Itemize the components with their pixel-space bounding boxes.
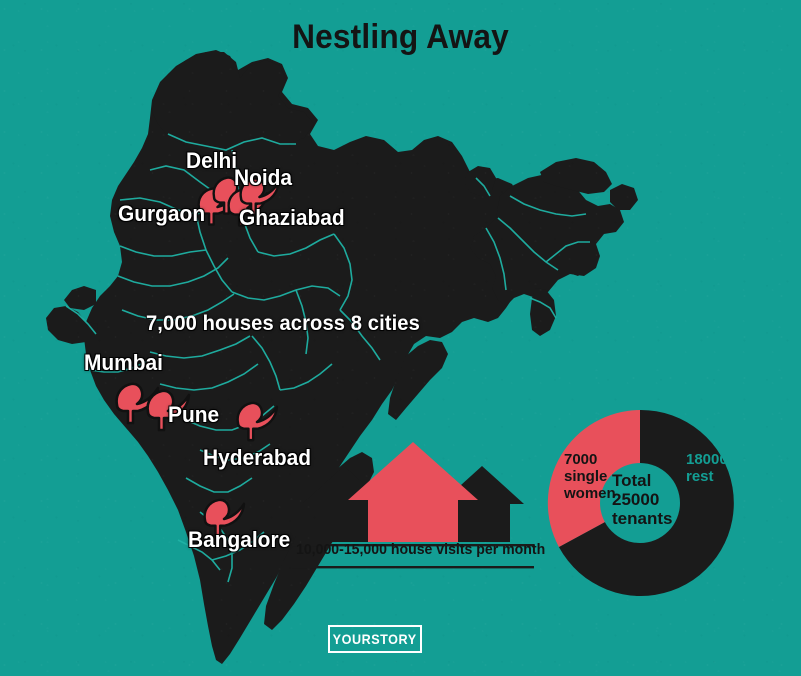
city-label-ghaziabad: Ghaziabad — [239, 205, 345, 230]
state-boundaries — [65, 133, 590, 583]
houses-across-cities-stat: 7,000 houses across 8 cities — [146, 312, 420, 335]
house-visits-caption: 10,000-15,000 house visits per month — [296, 541, 546, 558]
donut-label-rest: 18000 rest — [686, 451, 728, 485]
logo-text: YOURSTORY — [333, 631, 417, 647]
yourstory-logo: YOURSTORY — [328, 625, 422, 653]
page-title: Nestling Away — [292, 18, 509, 56]
city-label-hyderabad: Hyderabad — [203, 445, 312, 470]
house-icon-center — [348, 442, 478, 542]
city-label-noida: Noida — [234, 165, 293, 190]
city-label-bangalore: Bangalore — [188, 527, 291, 552]
city-label-pune: Pune — [168, 402, 220, 427]
donut-center-hole — [600, 463, 680, 543]
city-label-mumbai: Mumbai — [84, 350, 163, 375]
city-label-delhi: Delhi — [186, 148, 238, 173]
bird-icon-hyderabad — [236, 401, 279, 442]
donut-center-label: Total 25000 tenants — [612, 471, 673, 529]
tenants-donut-chart — [547, 409, 734, 596]
city-label-gurgaon: Gurgaon — [118, 201, 206, 226]
rule-top — [292, 544, 534, 547]
rule-bottom — [292, 566, 534, 569]
donut-label-single-women: 7000 single women — [564, 451, 616, 502]
house-visits-illustration — [292, 442, 534, 547]
